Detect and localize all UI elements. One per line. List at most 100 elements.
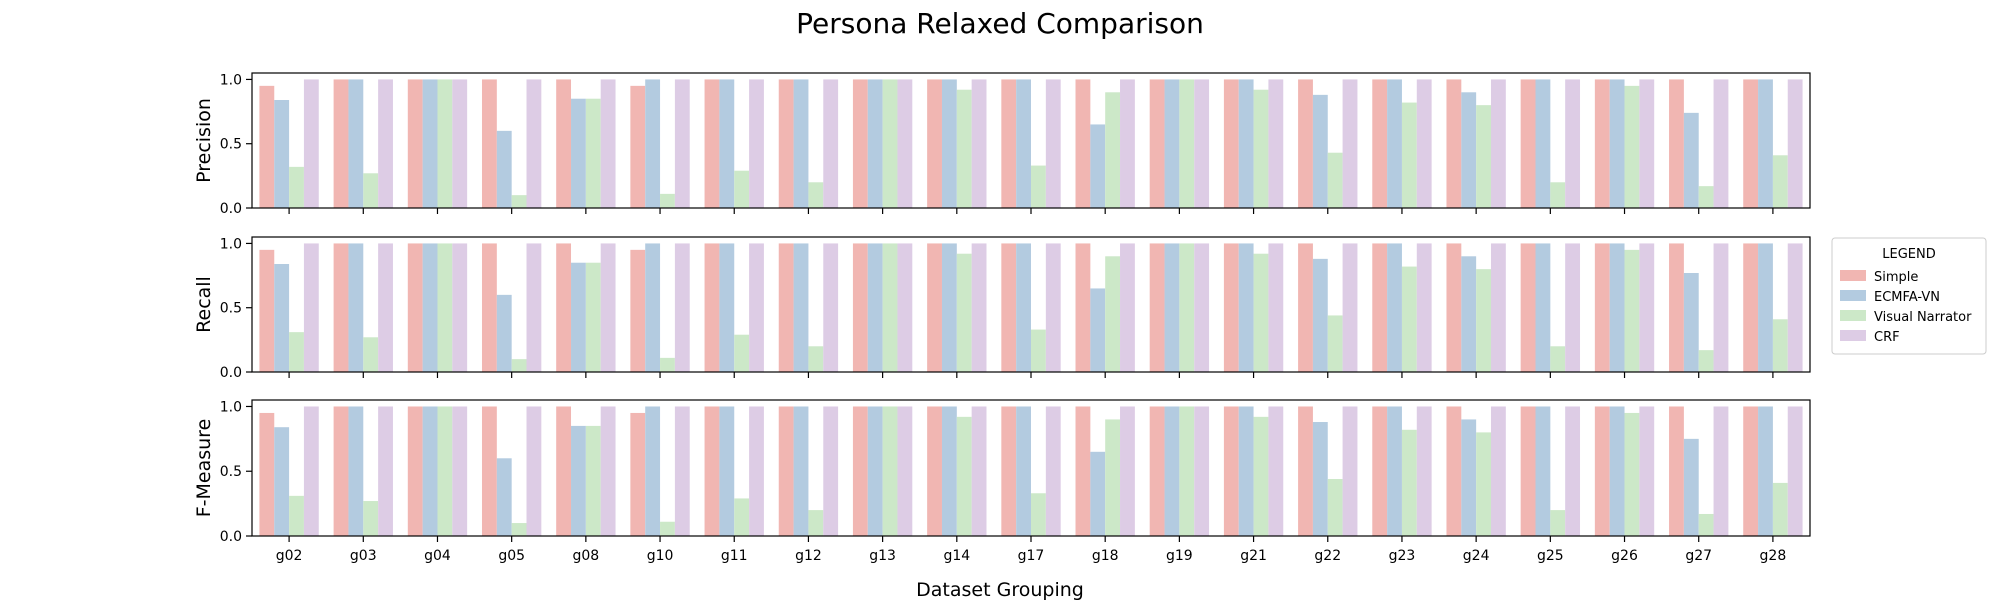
bar-f-measure-g18-3 (1120, 406, 1135, 536)
bar-precision-g13-1 (867, 79, 883, 209)
bar-f-measure-g13-3 (897, 406, 913, 536)
bar-recall-g18-0 (1075, 243, 1091, 372)
bar-precision-g24-0 (1446, 79, 1462, 209)
bar-f-measure-g24-0 (1446, 406, 1462, 536)
bar-precision-g26-0 (1594, 79, 1610, 209)
bar-precision-g13-2 (882, 79, 898, 209)
bar-recall-g04-2 (437, 243, 453, 372)
bar-precision-g11-2 (734, 170, 750, 208)
bar-precision-g21-2 (1253, 89, 1269, 208)
bar-f-measure-g11-2 (734, 498, 750, 536)
bar-precision-g03-0 (333, 79, 349, 209)
x-tick-label: g25 (1537, 548, 1564, 564)
bar-recall-g26-1 (1609, 243, 1625, 372)
bar-recall-g19-2 (1179, 243, 1195, 372)
bar-precision-g22-2 (1327, 152, 1343, 208)
bar-precision-g26-1 (1609, 79, 1625, 209)
bar-precision-g02-2 (289, 166, 304, 208)
bar-recall-g22-1 (1312, 258, 1328, 372)
bar-precision-g22-1 (1312, 94, 1328, 208)
bar-recall-g05-2 (511, 359, 527, 372)
bar-recall-g14-0 (927, 243, 942, 372)
bar-recall-g11-2 (734, 334, 750, 372)
bar-recall-g03-0 (333, 243, 349, 372)
bar-f-measure-g04-1 (422, 406, 438, 536)
bar-recall-g22-3 (1342, 243, 1358, 372)
x-tick-label: g19 (1166, 548, 1193, 564)
bar-f-measure-g05-3 (526, 406, 542, 536)
bar-f-measure-g04-0 (407, 406, 423, 536)
bar-recall-g08-0 (556, 243, 572, 372)
bar-recall-g19-1 (1164, 243, 1180, 372)
bar-recall-g10-2 (660, 357, 675, 372)
bar-f-measure-g13-0 (852, 406, 868, 536)
bar-recall-g14-1 (941, 243, 957, 372)
bar-f-measure-g03-1 (348, 406, 364, 536)
x-tick-label: g08 (573, 548, 600, 564)
bar-f-measure-g08-2 (585, 425, 601, 536)
bar-precision-g23-1 (1387, 79, 1402, 209)
bar-f-measure-g27-1 (1683, 438, 1699, 536)
legend-frame (1831, 237, 1987, 355)
y-tick-label: 0.5 (220, 137, 242, 153)
bar-precision-g04-1 (422, 79, 438, 209)
bar-precision-g25-3 (1565, 79, 1581, 209)
x-axis-label: Dataset Grouping (916, 579, 1084, 600)
y-axis-label: F-Measure (193, 419, 215, 518)
bar-f-measure-g10-2 (660, 521, 675, 536)
bar-recall-g05-1 (496, 294, 512, 372)
bar-f-measure-g21-1 (1238, 406, 1254, 536)
bar-precision-g05-2 (511, 195, 527, 208)
bar-precision-g05-3 (526, 79, 542, 209)
bar-f-measure-g19-3 (1194, 406, 1210, 536)
bar-f-measure-g11-3 (749, 406, 764, 536)
bar-precision-g14-1 (941, 79, 957, 209)
bar-precision-g12-1 (793, 79, 809, 209)
bar-f-measure-g25-0 (1520, 406, 1536, 536)
bar-f-measure-g13-1 (867, 406, 883, 536)
bar-f-measure-g28-3 (1787, 406, 1803, 536)
bar-precision-g17-0 (1001, 79, 1017, 209)
bar-precision-g08-0 (556, 79, 572, 209)
bar-precision-g17-3 (1045, 79, 1061, 209)
bar-recall-g13-1 (867, 243, 883, 372)
bar-recall-g27-0 (1669, 243, 1684, 372)
bar-f-measure-g03-2 (363, 501, 379, 536)
bar-precision-g21-1 (1238, 79, 1254, 209)
bar-recall-g26-2 (1624, 249, 1640, 372)
y-tick-label: 0.0 (220, 365, 242, 381)
bar-precision-g11-3 (749, 79, 764, 209)
bar-precision-g04-2 (437, 79, 453, 209)
bar-precision-g19-3 (1194, 79, 1210, 209)
bar-f-measure-g26-3 (1639, 406, 1655, 536)
bar-precision-g12-2 (808, 182, 824, 208)
y-tick-label: 1.0 (220, 399, 242, 415)
x-tick-label: g27 (1685, 548, 1712, 564)
bar-precision-g12-0 (778, 79, 794, 209)
bar-precision-g22-3 (1342, 79, 1358, 209)
bar-recall-g12-2 (808, 346, 824, 372)
bar-f-measure-g12-3 (823, 406, 839, 536)
bar-recall-g22-0 (1298, 243, 1313, 372)
y-tick-label: 1.0 (220, 236, 242, 252)
bar-f-measure-g28-2 (1772, 482, 1788, 536)
bar-precision-g10-1 (645, 79, 661, 209)
bar-precision-g04-0 (407, 79, 423, 209)
bar-recall-g19-3 (1194, 243, 1210, 372)
bar-f-measure-g04-2 (437, 406, 453, 536)
bar-recall-g17-2 (1031, 329, 1046, 372)
bar-precision-g21-0 (1223, 79, 1239, 209)
legend-swatch-0 (1840, 270, 1866, 281)
bar-recall-g27-3 (1713, 243, 1729, 372)
bar-f-measure-g05-2 (511, 523, 527, 536)
bar-recall-g10-3 (674, 243, 690, 372)
bar-precision-g08-1 (571, 98, 586, 208)
bar-recall-g27-1 (1683, 273, 1699, 372)
y-axis-label: Precision (193, 98, 215, 183)
bar-precision-g24-2 (1476, 105, 1491, 208)
bar-precision-g04-3 (452, 79, 468, 209)
x-tick-label: g24 (1463, 548, 1490, 564)
bar-recall-g25-1 (1535, 243, 1551, 372)
